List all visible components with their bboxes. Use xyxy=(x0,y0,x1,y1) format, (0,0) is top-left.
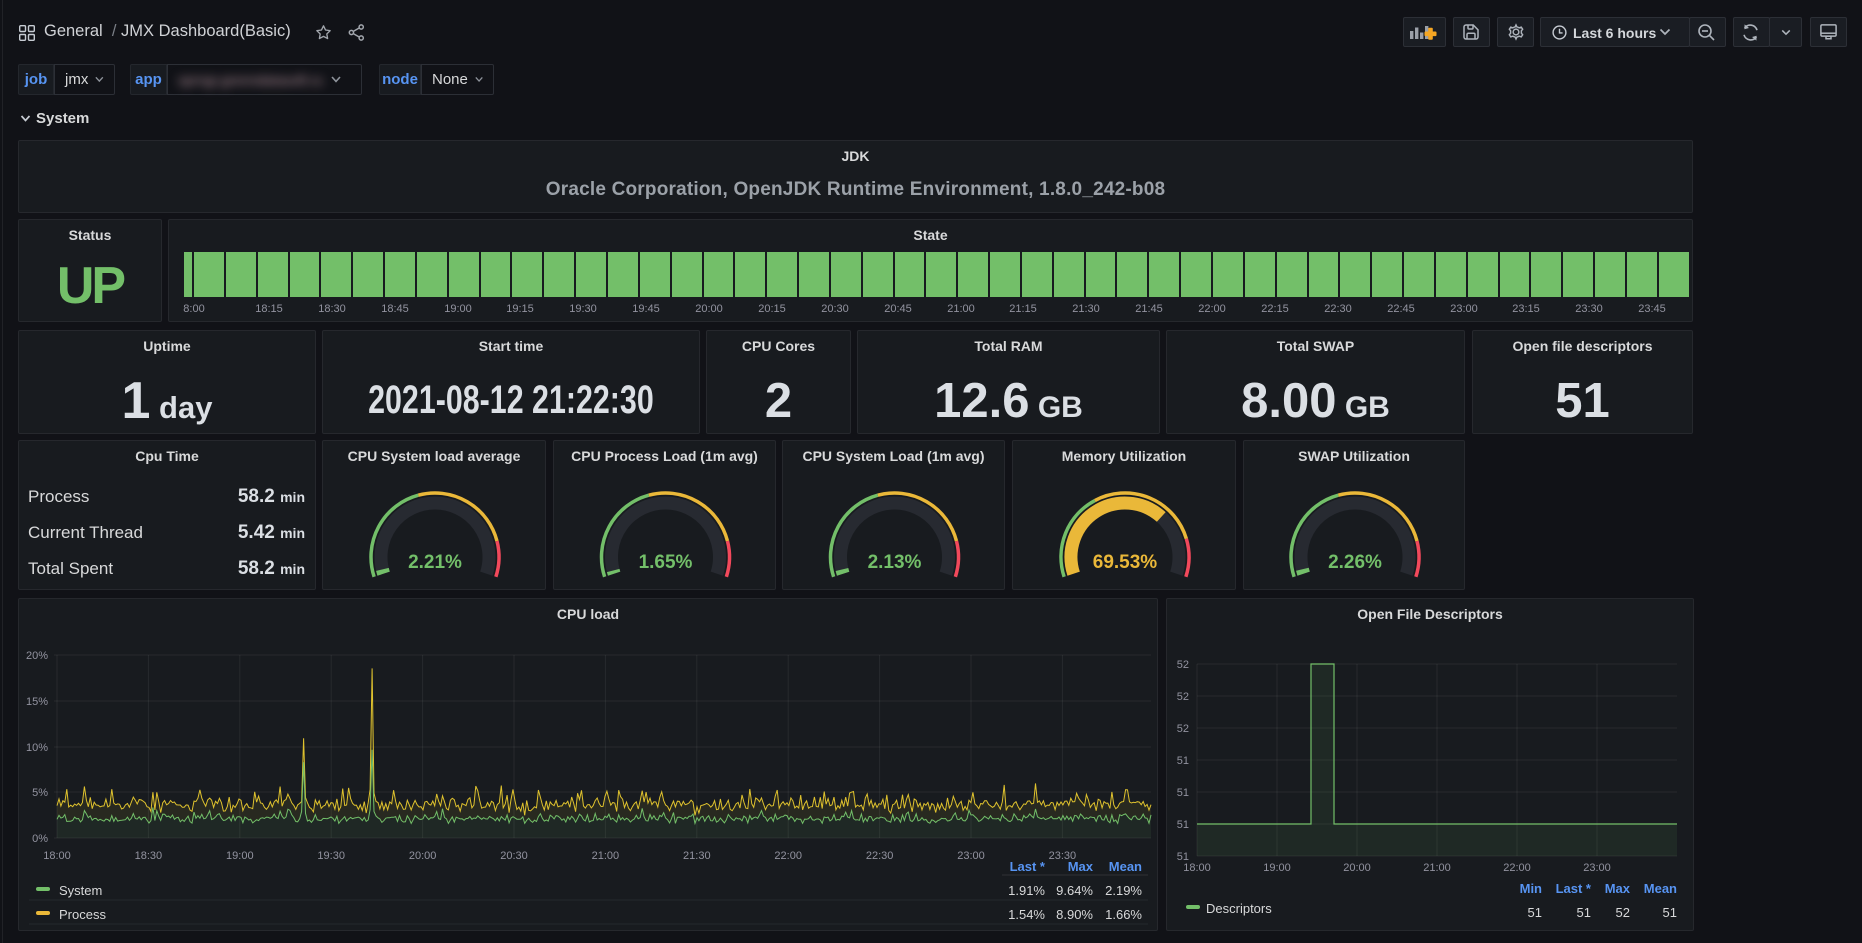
svg-text:23:30: 23:30 xyxy=(1049,850,1077,862)
svg-text:19:30: 19:30 xyxy=(317,850,345,862)
svg-text:21:00: 21:00 xyxy=(1423,862,1451,874)
svg-text:15%: 15% xyxy=(26,696,48,708)
svg-text:18:30: 18:30 xyxy=(135,850,163,862)
svg-text:Mean: Mean xyxy=(1644,881,1677,896)
svg-text:21:30: 21:30 xyxy=(683,850,711,862)
svg-text:Last *: Last * xyxy=(1556,881,1592,896)
svg-text:52: 52 xyxy=(1177,723,1189,735)
svg-text:2.19%: 2.19% xyxy=(1105,883,1142,898)
svg-text:20%: 20% xyxy=(26,650,48,662)
svg-text:8.90%: 8.90% xyxy=(1056,907,1093,922)
svg-text:23:00: 23:00 xyxy=(957,850,985,862)
svg-text:51: 51 xyxy=(1177,819,1189,831)
svg-text:51: 51 xyxy=(1577,905,1591,920)
svg-text:20:00: 20:00 xyxy=(1343,862,1371,874)
svg-text:18:00: 18:00 xyxy=(1183,862,1211,874)
svg-text:Descriptors: Descriptors xyxy=(1206,901,1272,916)
svg-text:10%: 10% xyxy=(26,742,48,754)
svg-text:19:00: 19:00 xyxy=(1263,862,1291,874)
svg-text:51: 51 xyxy=(1528,905,1542,920)
svg-text:18:00: 18:00 xyxy=(43,850,71,862)
svg-text:51: 51 xyxy=(1177,851,1189,863)
svg-text:Process: Process xyxy=(59,907,106,922)
svg-text:1.91%: 1.91% xyxy=(1008,883,1045,898)
svg-text:52: 52 xyxy=(1177,691,1189,703)
svg-text:System: System xyxy=(59,883,102,898)
svg-text:2.26%: 2.26% xyxy=(1328,552,1382,573)
svg-text:Min: Min xyxy=(1520,881,1542,896)
svg-text:Max: Max xyxy=(1068,859,1094,874)
svg-text:51: 51 xyxy=(1663,905,1677,920)
svg-text:1.65%: 1.65% xyxy=(639,552,693,573)
svg-text:2.13%: 2.13% xyxy=(868,552,922,573)
svg-text:69.53%: 69.53% xyxy=(1093,552,1158,573)
svg-text:2.21%: 2.21% xyxy=(408,552,462,573)
svg-text:52: 52 xyxy=(1616,905,1630,920)
svg-text:Mean: Mean xyxy=(1109,859,1142,874)
svg-text:22:00: 22:00 xyxy=(1503,862,1531,874)
svg-text:Max: Max xyxy=(1605,881,1631,896)
svg-text:0%: 0% xyxy=(32,833,48,845)
svg-text:51: 51 xyxy=(1177,787,1189,799)
svg-text:21:00: 21:00 xyxy=(592,850,620,862)
svg-text:20:30: 20:30 xyxy=(500,850,528,862)
svg-text:22:00: 22:00 xyxy=(774,850,802,862)
svg-text:Last *: Last * xyxy=(1010,859,1046,874)
svg-text:19:00: 19:00 xyxy=(226,850,254,862)
svg-text:51: 51 xyxy=(1177,755,1189,767)
svg-text:23:00: 23:00 xyxy=(1583,862,1611,874)
svg-text:1.66%: 1.66% xyxy=(1105,907,1142,922)
svg-text:5%: 5% xyxy=(32,787,48,799)
svg-text:20:00: 20:00 xyxy=(409,850,437,862)
svg-text:22:30: 22:30 xyxy=(866,850,894,862)
svg-text:52: 52 xyxy=(1177,659,1189,671)
svg-text:1.54%: 1.54% xyxy=(1008,907,1045,922)
svg-text:9.64%: 9.64% xyxy=(1056,883,1093,898)
